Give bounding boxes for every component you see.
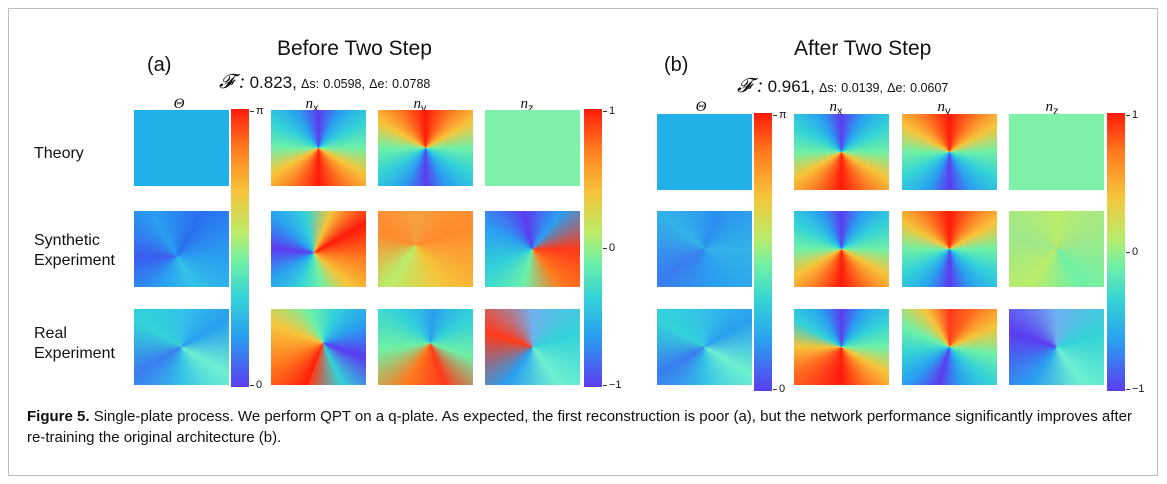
map-nx-theory-b bbox=[794, 114, 889, 190]
panel-title-b: After Two Step bbox=[794, 37, 932, 60]
map-theta-real-a bbox=[134, 309, 229, 385]
col-header-nx-b: nx bbox=[829, 99, 843, 118]
map-ny-real-a bbox=[378, 309, 473, 385]
tick-n-mid-a: 0 bbox=[603, 242, 615, 254]
map-nz-real-a bbox=[485, 309, 580, 385]
panel-label-b: (b) bbox=[664, 54, 689, 76]
map-ny-synthetic-b bbox=[902, 211, 997, 287]
fidelity-line-b: 𝓕 : 0.961, Δs: 0.0139, Δe: 0.0607 bbox=[737, 75, 949, 97]
tick-n-top-a: 1 bbox=[603, 105, 615, 117]
figure-frame: (a) Before Two Step 𝓕 : 0.823, Δs: 0.059… bbox=[8, 8, 1158, 476]
col-header-nx-a: nx bbox=[305, 96, 319, 115]
tick-theta-bottom-b: 0 bbox=[773, 383, 785, 395]
map-theta-real-b bbox=[657, 309, 752, 385]
map-nx-real-b bbox=[794, 309, 889, 385]
col-header-ny-a: ny bbox=[413, 96, 427, 115]
panel-label-a: (a) bbox=[147, 54, 172, 76]
fidelity-line-a: 𝓕 : 0.823, Δs: 0.0598, Δe: 0.0788 bbox=[219, 71, 431, 93]
tick-n-bottom-a: −1 bbox=[603, 379, 622, 391]
col-header-theta-b: Θ bbox=[695, 99, 707, 115]
map-nz-real-b bbox=[1009, 309, 1104, 385]
col-header-nz-b: nz bbox=[1045, 99, 1059, 118]
map-nz-synthetic-a bbox=[485, 211, 580, 287]
tick-theta-top-b: π bbox=[773, 109, 787, 121]
row-label-synthetic: Synthetic Experiment bbox=[34, 232, 115, 269]
tick-n-top-b: 1 bbox=[1126, 109, 1138, 121]
map-ny-theory-a bbox=[378, 110, 473, 186]
map-nx-real-a bbox=[271, 309, 366, 385]
row-label-theory: Theory bbox=[34, 145, 84, 162]
tick-theta-top-a: π bbox=[250, 105, 264, 117]
map-theta-synthetic-b bbox=[657, 211, 752, 287]
map-nz-theory-a bbox=[485, 110, 580, 186]
col-header-ny-b: ny bbox=[937, 99, 951, 118]
colorbar-n-b bbox=[1107, 113, 1125, 391]
map-theta-theory-a bbox=[134, 110, 229, 186]
tick-n-mid-b: 0 bbox=[1126, 246, 1138, 258]
tick-n-bottom-b: −1 bbox=[1126, 383, 1145, 395]
row-label-real: Real Experiment bbox=[34, 325, 115, 362]
col-header-nz-a: nz bbox=[520, 96, 534, 115]
figure-caption: Figure 5. Single-plate process. We perfo… bbox=[27, 406, 1137, 448]
caption-text: Single-plate process. We perform QPT on … bbox=[27, 408, 1132, 446]
caption-number: Figure 5. bbox=[27, 408, 90, 425]
map-nx-synthetic-b bbox=[794, 211, 889, 287]
map-theta-synthetic-a bbox=[134, 211, 229, 287]
colorbar-n-a bbox=[584, 109, 602, 387]
map-ny-real-b bbox=[902, 309, 997, 385]
map-theta-theory-b bbox=[657, 114, 752, 190]
panel-title-a: Before Two Step bbox=[277, 37, 432, 60]
map-ny-theory-b bbox=[902, 114, 997, 190]
map-nz-synthetic-b bbox=[1009, 211, 1104, 287]
map-nx-synthetic-a bbox=[271, 211, 366, 287]
map-nz-theory-b bbox=[1009, 114, 1104, 190]
tick-theta-bottom-a: 0 bbox=[250, 379, 262, 391]
colorbar-theta-a bbox=[231, 109, 249, 387]
colorbar-theta-b bbox=[754, 113, 772, 391]
map-nx-theory-a bbox=[271, 110, 366, 186]
map-ny-synthetic-a bbox=[378, 211, 473, 287]
col-header-theta-a: Θ bbox=[173, 96, 185, 112]
